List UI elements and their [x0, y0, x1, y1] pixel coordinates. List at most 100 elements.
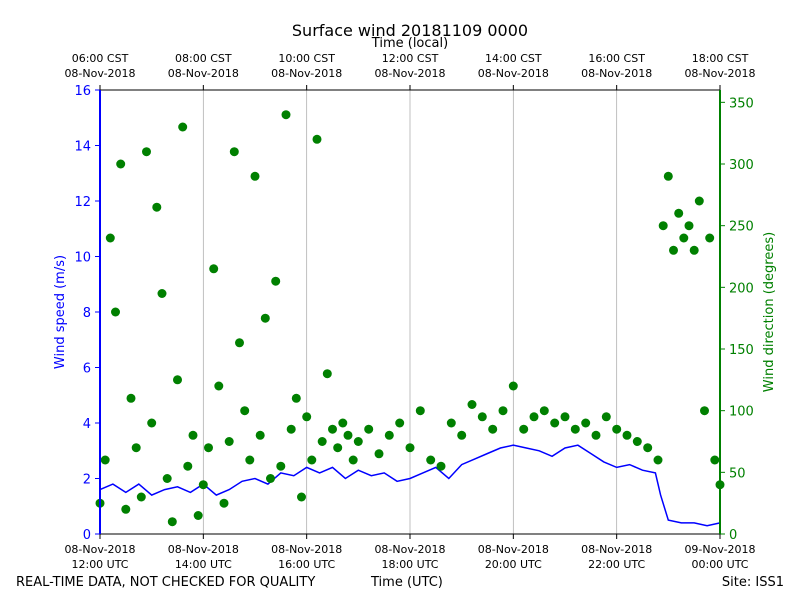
wind-direction-point [307, 455, 317, 465]
bottom-tick-time: 22:00 UTC [588, 558, 645, 571]
wind-direction-point [271, 276, 281, 286]
wind-direction-point [136, 492, 146, 502]
wind-direction-point [498, 406, 508, 416]
wind-direction-point [322, 369, 332, 379]
axes: 0 2 4 6 8 10 12 14 16 0 50 100 150 200 250 300 350 08-Nov… [53, 36, 777, 571]
wind-direction-point [529, 412, 539, 422]
bottom-tick-time: 14:00 UTC [175, 558, 232, 571]
wind-direction-point [111, 307, 120, 317]
wind-direction-point [157, 289, 167, 298]
wind-direction-point [405, 443, 415, 453]
wind-direction-point [178, 122, 188, 132]
wind-direction-point [415, 406, 425, 416]
wind-direction-point [508, 381, 518, 391]
wind-direction-point [235, 338, 244, 348]
bottom-tick-date: 09-Nov-2018 [684, 543, 755, 556]
bottom-tick-time: 20:00 UTC [485, 558, 542, 571]
wind-direction-point [679, 233, 689, 243]
top-tick-time: 08:00 CST [175, 52, 232, 65]
top-tick-date: 08-Nov-2018 [64, 67, 135, 80]
wind-direction-point [343, 430, 353, 440]
wind-direction-point [694, 196, 704, 206]
wind-direction-point [204, 443, 213, 453]
wind-direction-point [240, 406, 250, 416]
wind-direction-point [689, 245, 699, 255]
wind-direction-point [131, 443, 141, 453]
wind-direction-point [245, 455, 255, 465]
wind-direction-point [601, 412, 611, 422]
right-tick-label: 300 [729, 158, 754, 173]
left-tick-label: 16 [74, 84, 91, 99]
bottom-tick-time: 18:00 UTC [381, 558, 438, 571]
wind-direction-point [426, 455, 436, 465]
wind-direction-point [188, 430, 198, 440]
bottom-tick-date: 08-Nov-2018 [374, 543, 445, 556]
top-tick-date: 08-Nov-2018 [684, 67, 755, 80]
wind-direction-point [446, 418, 456, 428]
wind-direction-point [229, 147, 239, 157]
top-tick-time: 12:00 CST [382, 52, 439, 65]
wind-direction-point [395, 418, 405, 428]
wind-direction-point [632, 437, 642, 446]
wind-direction-point [710, 455, 720, 465]
wind-direction-point [488, 424, 498, 434]
wind-direction-point [281, 110, 291, 120]
wind-direction-point [255, 430, 265, 440]
left-tick-label: 6 [83, 362, 91, 377]
wind-direction-point [519, 424, 529, 434]
left-tick-label: 8 [83, 306, 91, 321]
top-tick-time: 16:00 CST [588, 52, 645, 65]
wind-direction-point [183, 461, 193, 471]
wind-direction-point [198, 480, 208, 490]
wind-direction-point [173, 375, 182, 385]
wind-direction-point [291, 393, 301, 403]
top-tick-date: 08-Nov-2018 [374, 67, 445, 80]
wind-direction-point [374, 449, 384, 459]
wind-direction-point [312, 134, 322, 144]
wind-direction-point [457, 430, 467, 440]
wind-direction-point [100, 455, 110, 465]
wind-direction-point [622, 430, 632, 440]
wind-direction-point [105, 233, 115, 243]
wind-direction-point [126, 393, 136, 403]
top-tick-time: 06:00 CST [72, 52, 129, 65]
grid-lines [99, 90, 721, 534]
wind-direction-point [214, 381, 224, 391]
bottom-tick-date: 08-Nov-2018 [581, 543, 652, 556]
wind-direction-point [684, 221, 694, 231]
wind-direction-point [581, 418, 591, 428]
wind-direction-point [328, 424, 337, 434]
wind-direction-point [142, 147, 151, 157]
top-tick-date: 08-Nov-2018 [478, 67, 549, 80]
bottom-tick-date: 08-Nov-2018 [271, 543, 342, 556]
wind-direction-point [700, 406, 709, 416]
wind-direction-point [612, 424, 622, 434]
left-tick-label: 4 [83, 417, 91, 432]
right-tick-label: 50 [729, 466, 746, 481]
site-label: Site: ISS1 [721, 575, 784, 590]
wind-direction-point [302, 412, 312, 422]
wind-direction-point [353, 437, 363, 446]
wind-direction-point [591, 430, 601, 440]
wind-direction-point [333, 443, 343, 453]
wind-direction-point [276, 461, 286, 471]
top-tick-time: 14:00 CST [485, 52, 542, 65]
top-tick-date: 08-Nov-2018 [581, 67, 652, 80]
wind-direction-point [209, 264, 219, 274]
left-tick-label: 10 [74, 251, 91, 266]
wind-direction-point [705, 233, 715, 243]
wind-direction-point [550, 418, 560, 428]
right-tick-label: 250 [729, 220, 754, 235]
wind-direction-point [348, 455, 358, 465]
wind-direction-point [436, 461, 446, 471]
top-axis-label: Time (local) [371, 36, 448, 51]
wind-direction-point [116, 159, 126, 169]
top-tick-time: 18:00 CST [692, 52, 749, 65]
wind-direction-point [643, 443, 653, 453]
top-tick-date: 08-Nov-2018 [271, 67, 342, 80]
right-tick-label: 350 [729, 96, 754, 111]
bottom-tick-time: 12:00 UTC [71, 558, 128, 571]
wind-direction-point [317, 437, 327, 446]
wind-direction-point [539, 406, 549, 416]
